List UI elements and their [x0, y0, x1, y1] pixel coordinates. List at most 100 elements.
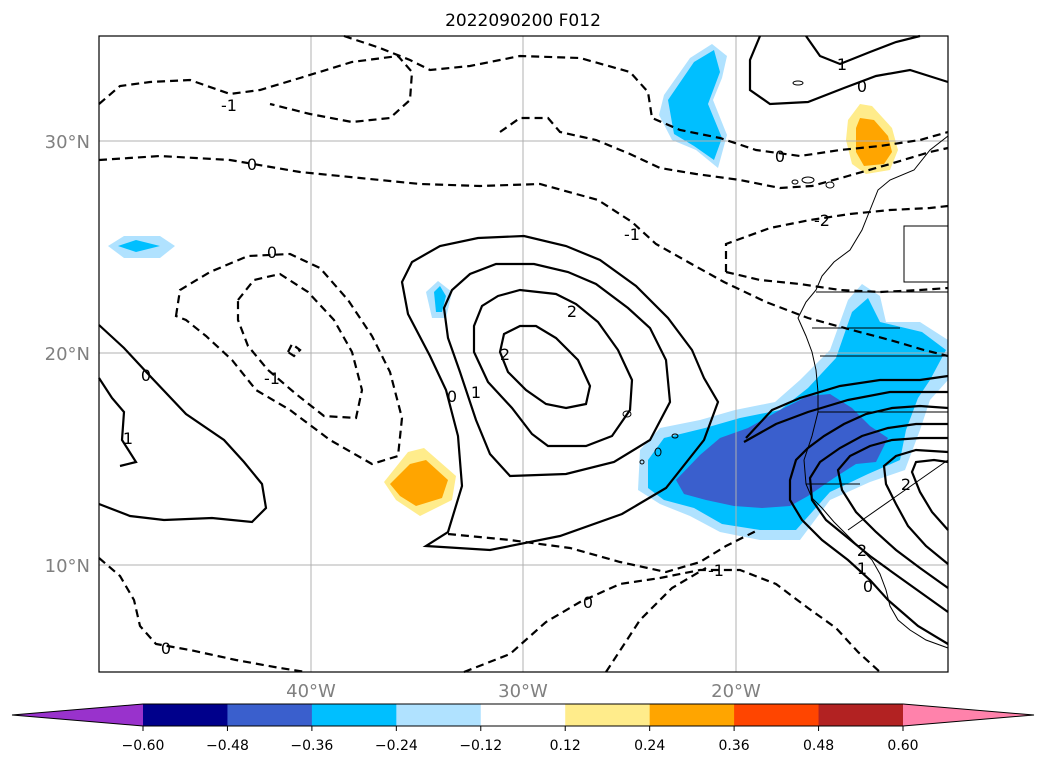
- contour-4-coast: [910, 458, 949, 531]
- contour-1: [442, 262, 672, 478]
- colorbar-tick-label: −0.48: [206, 738, 249, 754]
- colorbar-extend-min: [12, 704, 143, 726]
- contour-neg-coast: [745, 374, 949, 439]
- contour-0-west: [98, 324, 268, 524]
- contour-labels: -1 0 0 -1 0 1 2 2 0 1 -1 -2 0 1 0 0 -1 0…: [123, 55, 911, 658]
- gridlines: [99, 36, 948, 672]
- map-panel: -1 0 0 -1 0 1 2 2 0 1 -1 -2 0 1 0 0 -1 0…: [98, 34, 949, 674]
- contour-2-coast: [836, 436, 949, 589]
- shade-pos024-sw: [390, 460, 448, 506]
- colorbar-extend-max: [903, 704, 1034, 726]
- shade-neg024-ne: [668, 50, 722, 160]
- label-2-center-b: 2: [500, 345, 510, 364]
- contour-small-loop: [286, 342, 302, 358]
- contour-neg2-east-b: [725, 270, 949, 294]
- island-cape-verde-c: [622, 410, 632, 418]
- coastlines: [622, 80, 949, 649]
- contour-1-ne-b: [805, 34, 921, 66]
- colorbar-segment: [396, 704, 482, 726]
- lon-label-40w: 40°W: [286, 681, 336, 702]
- contour-1-ne: [748, 35, 949, 106]
- label-1-center: 1: [471, 383, 481, 402]
- lat-labels: 30°N 20°N 10°N: [45, 132, 90, 577]
- country-borders: [806, 327, 949, 531]
- label-0-ne: 0: [775, 147, 785, 166]
- colorbar: −0.60 −0.48 −0.36 −0.24 −0.12 0.12 0.24 0.36 0.4…: [11, 703, 1035, 754]
- contour-1-west: [98, 377, 138, 468]
- label-neg2-east: -2: [814, 211, 830, 230]
- contour-neg1-south-b: [605, 567, 707, 673]
- contour-0-sw: [98, 557, 307, 674]
- label-2-center-a: 2: [567, 302, 577, 321]
- label-0-ne-b: 0: [857, 77, 867, 96]
- colorbar-segment: [480, 704, 566, 726]
- colorbar-segment: [734, 704, 820, 726]
- map-title: 2022090200 F012: [445, 11, 601, 31]
- colorbar-tick-label: 0.24: [634, 738, 665, 754]
- contour-0-south: [463, 568, 881, 674]
- contour-0-long: [98, 154, 949, 358]
- contour-neg1-mid: [499, 116, 949, 190]
- label-0-bottom: 0: [161, 639, 171, 658]
- contour-3-coast: [882, 448, 949, 565]
- colorbar-tick-label: −0.12: [459, 738, 502, 754]
- lat-label-10n: 10°N: [45, 556, 90, 577]
- colorbar-segment: [818, 704, 904, 726]
- lat-label-30n: 30°N: [45, 132, 90, 153]
- label-1-ne: 1: [837, 55, 847, 74]
- colorbar-segment: [143, 704, 228, 726]
- lon-label-20w: 20°W: [711, 681, 761, 702]
- map-frame: [98, 35, 949, 673]
- island-azores: [792, 80, 804, 86]
- colorbar-tick-label: −0.60: [122, 738, 165, 754]
- contour-0-north: [343, 34, 949, 158]
- label-neg1-west: -1: [264, 369, 280, 388]
- colorbar-tick-label: −0.36: [290, 738, 333, 754]
- colorbar-segment: [227, 704, 313, 726]
- label-2-coast: 2: [857, 541, 867, 560]
- label-neg1-mid: -1: [624, 225, 640, 244]
- contour-0-west-loop: [174, 252, 404, 466]
- colorbar-segment: [565, 704, 651, 726]
- island-cape-verde-d: [639, 459, 645, 465]
- contour-2-outer: [472, 288, 634, 448]
- label-0-sw: 0: [141, 366, 151, 385]
- contours-negative: [98, 34, 949, 674]
- island-canary-b: [801, 176, 815, 184]
- contour-neg1-north: [98, 54, 414, 124]
- contour-1-coast: [808, 422, 949, 613]
- island-canary-c: [791, 179, 799, 185]
- lon-label-30w: 30°W: [498, 681, 548, 702]
- contour-0-coast: [788, 404, 949, 645]
- lon-labels: 40°W 30°W 20°W: [286, 681, 761, 702]
- contour-neg2-east: [724, 204, 949, 272]
- shade-neg024-west: [118, 240, 160, 252]
- shade-neg024-small: [434, 286, 446, 312]
- colorbar-tick-label: 0.36: [719, 738, 750, 754]
- label-1-sw: 1: [123, 429, 133, 448]
- contour-neg1-west-loop: [236, 272, 364, 420]
- colorbar-tick-label: 0.12: [550, 738, 581, 754]
- lat-label-20n: 20°N: [45, 344, 90, 365]
- contour-2-inner: [498, 324, 592, 410]
- contour-neg-coast-b: [743, 390, 948, 443]
- label-0-west: 0: [267, 243, 277, 262]
- colorbar-tick-label: 0.60: [887, 738, 918, 754]
- shade-neg036-se: [676, 394, 888, 508]
- label-0-center: 0: [447, 387, 457, 406]
- label-0-coast: 0: [863, 577, 873, 596]
- label-1-coast: 1: [857, 559, 867, 578]
- label-0-south: 0: [583, 593, 593, 612]
- shade-pos024-ne: [856, 118, 892, 166]
- label-neg1-south: -1: [708, 561, 724, 580]
- contour-0-center: [400, 234, 720, 552]
- colorbar-tick-label: 0.48: [803, 738, 834, 754]
- label-0-north: 0: [247, 155, 257, 174]
- africa-coastline: [797, 135, 949, 649]
- island-cape-verde-a: [654, 447, 662, 457]
- colorbar-segment: [311, 704, 397, 726]
- label-neg1-top: -1: [221, 96, 237, 115]
- colorbar-segment: [649, 704, 735, 726]
- island-cape-verde-b: [671, 433, 679, 439]
